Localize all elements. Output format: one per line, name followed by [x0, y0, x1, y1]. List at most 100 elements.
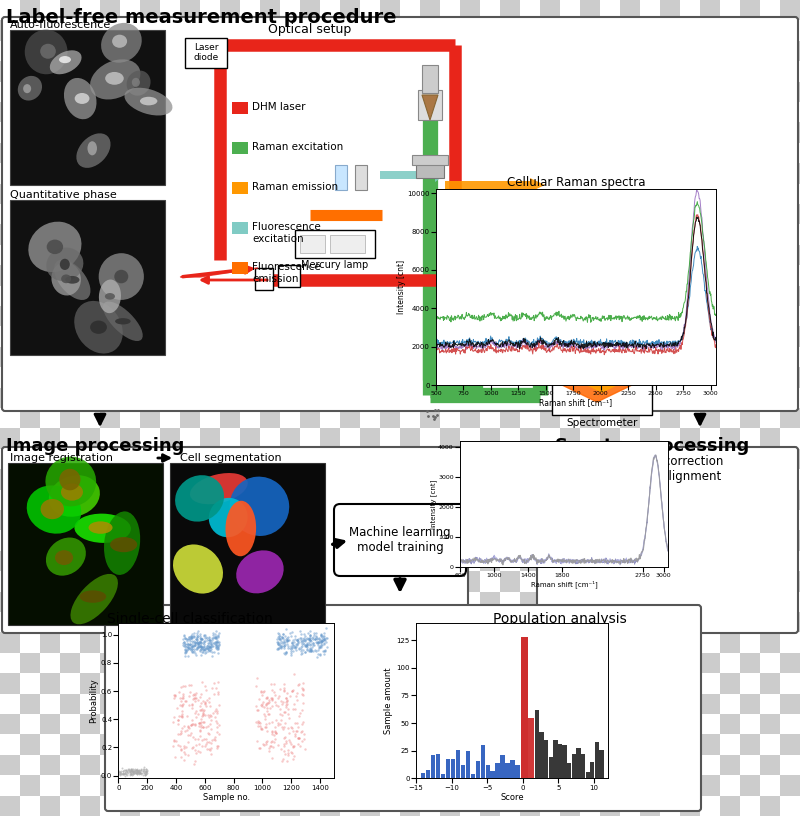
Bar: [460, 551, 480, 571]
Bar: [20, 571, 40, 592]
Point: [269, 725, 282, 738]
Bar: [760, 143, 780, 163]
Bar: [520, 347, 540, 367]
Bar: [100, 326, 120, 347]
Point: [133, 766, 146, 779]
Point: [197, 642, 210, 655]
Bar: [600, 326, 620, 347]
Point: [206, 645, 218, 659]
Point: [290, 641, 303, 654]
Bar: [640, 184, 660, 204]
Bar: [255, 268, 273, 290]
Point: [309, 632, 322, 645]
Bar: [260, 82, 280, 102]
Ellipse shape: [209, 498, 248, 537]
Point: [305, 643, 318, 656]
Point: [140, 763, 153, 776]
Bar: [620, 530, 640, 551]
Bar: [280, 20, 300, 41]
Bar: [20, 673, 40, 694]
Point: [281, 755, 294, 768]
Point: [202, 644, 215, 657]
Bar: [240, 41, 260, 61]
Bar: [440, 428, 460, 449]
Ellipse shape: [41, 499, 64, 519]
Point: [195, 703, 208, 716]
Bar: [460, 204, 480, 224]
Bar: [426, 770, 430, 778]
Bar: [528, 717, 534, 778]
Ellipse shape: [190, 473, 248, 504]
Bar: [300, 449, 320, 469]
Bar: [160, 673, 180, 694]
Point: [258, 707, 270, 721]
Point: [190, 641, 203, 654]
Bar: [240, 796, 260, 816]
Bar: [580, 286, 600, 306]
Point: [275, 743, 288, 756]
Point: [130, 764, 142, 777]
Point: [193, 724, 206, 737]
Point: [276, 632, 289, 645]
Point: [278, 684, 290, 697]
Bar: [760, 102, 780, 122]
Point: [114, 767, 126, 780]
Point: [139, 765, 152, 778]
Point: [301, 641, 314, 654]
Ellipse shape: [46, 240, 63, 254]
Bar: [520, 449, 540, 469]
Bar: [480, 734, 500, 755]
Point: [319, 633, 332, 646]
Point: [176, 704, 189, 717]
Bar: [20, 714, 40, 734]
Point: [129, 765, 142, 778]
Bar: [520, 694, 540, 714]
Point: [205, 638, 218, 651]
Bar: [700, 245, 720, 265]
Bar: [0, 490, 20, 510]
Bar: [520, 388, 540, 408]
Point: [197, 721, 210, 734]
Bar: [0, 326, 20, 347]
Point: [203, 636, 216, 649]
Bar: [80, 510, 100, 530]
Bar: [380, 245, 400, 265]
Bar: [520, 714, 540, 734]
Bar: [700, 490, 720, 510]
Point: [122, 763, 134, 776]
Bar: [10, 30, 165, 185]
Bar: [80, 265, 100, 286]
Bar: [540, 41, 560, 61]
Bar: [380, 306, 400, 326]
Bar: [600, 245, 620, 265]
Bar: [160, 184, 180, 204]
Bar: [60, 632, 80, 653]
Bar: [500, 367, 520, 388]
Bar: [380, 775, 400, 796]
Point: [122, 763, 134, 776]
Bar: [320, 490, 340, 510]
Point: [298, 637, 310, 650]
Point: [190, 632, 202, 645]
Bar: [140, 755, 160, 775]
Point: [210, 636, 223, 649]
Bar: [40, 347, 60, 367]
Point: [293, 731, 306, 744]
Bar: [80, 469, 100, 490]
Bar: [640, 428, 660, 449]
Point: [194, 715, 207, 728]
Bar: [540, 122, 560, 143]
Bar: [100, 41, 120, 61]
Bar: [520, 612, 540, 632]
Bar: [720, 41, 740, 61]
Bar: [740, 530, 760, 551]
Bar: [0, 734, 20, 755]
Bar: [355, 165, 367, 190]
Point: [139, 765, 152, 778]
Ellipse shape: [74, 513, 131, 543]
Bar: [480, 143, 500, 163]
Point: [210, 625, 222, 638]
Bar: [600, 367, 620, 388]
Bar: [520, 61, 540, 82]
Bar: [540, 143, 560, 163]
